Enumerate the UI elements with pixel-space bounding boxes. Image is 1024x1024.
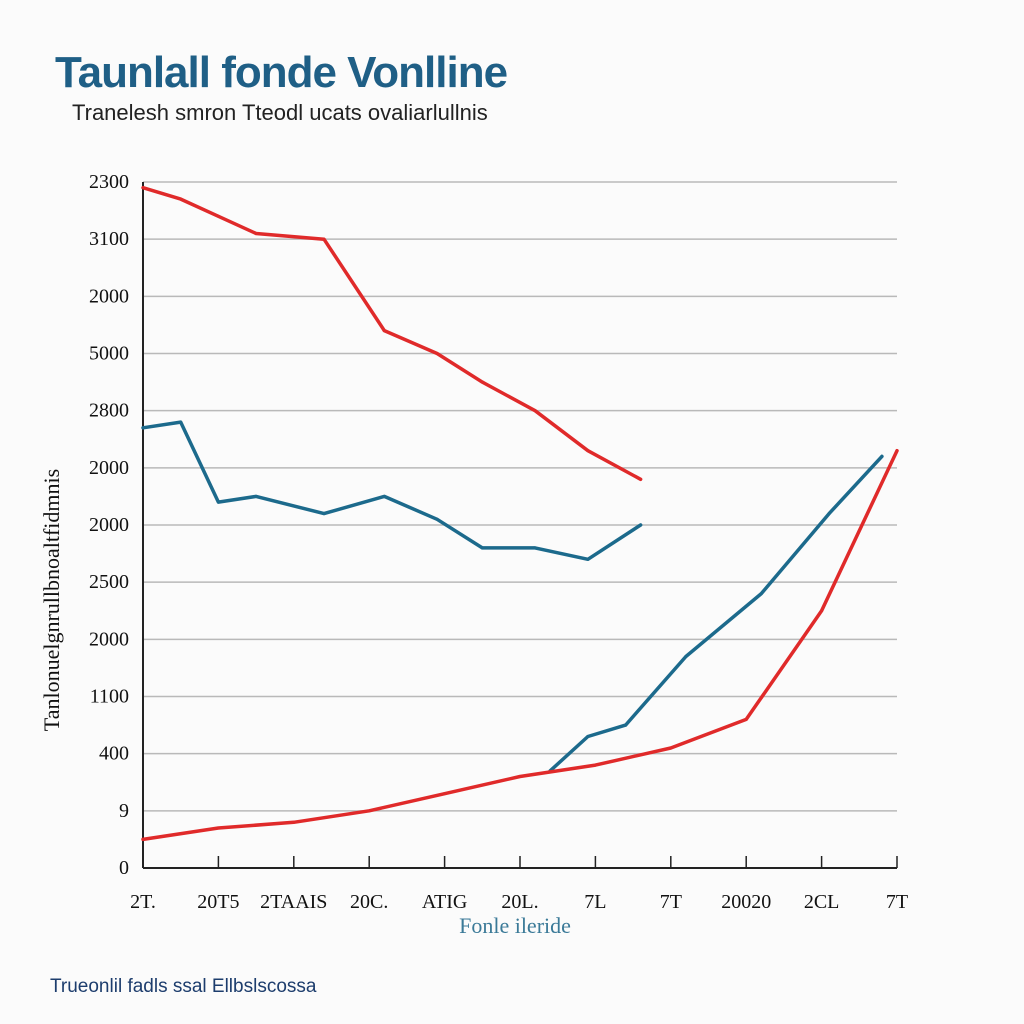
data-point xyxy=(142,186,145,189)
data-point xyxy=(519,775,522,778)
y-tick-label: 3100 xyxy=(89,228,129,250)
y-tick-label: 2000 xyxy=(89,628,129,650)
series-line-blue-lower- xyxy=(550,456,882,770)
x-tick-label: 2CL xyxy=(804,891,840,913)
data-point xyxy=(880,455,883,458)
y-tick-label: 0 xyxy=(119,857,129,879)
x-tick-label: 7T xyxy=(660,891,682,913)
data-point xyxy=(322,238,325,241)
data-point xyxy=(292,821,295,824)
x-tick-label: ATIG xyxy=(422,891,468,913)
data-point xyxy=(586,735,589,738)
data-point xyxy=(534,409,537,412)
data-point xyxy=(760,592,763,595)
data-point xyxy=(481,381,484,384)
x-tick-label: 7L xyxy=(584,891,606,913)
data-point xyxy=(255,495,258,498)
data-point xyxy=(255,232,258,235)
y-tick-label: 5000 xyxy=(89,343,129,365)
data-point xyxy=(443,792,446,795)
data-point xyxy=(142,426,145,429)
series-line-blue xyxy=(143,422,641,559)
data-point xyxy=(828,512,831,515)
x-tick-label: 7T xyxy=(886,891,908,913)
y-tick-label: 2300 xyxy=(89,171,129,193)
data-point xyxy=(217,826,220,829)
y-tick-label: 9 xyxy=(119,800,129,822)
data-point xyxy=(639,524,642,527)
data-point xyxy=(745,718,748,721)
series-line-red-lower- xyxy=(143,451,897,840)
data-point xyxy=(534,546,537,549)
x-tick-label: 2TAAIS xyxy=(260,891,327,913)
y-tick-label: 2000 xyxy=(89,285,129,307)
data-point xyxy=(322,512,325,515)
x-tick-label: 2T. xyxy=(130,891,156,913)
x-tick-label: 20T5 xyxy=(197,891,239,913)
data-point xyxy=(684,655,687,658)
data-point xyxy=(383,329,386,332)
y-tick-label: 2000 xyxy=(89,457,129,479)
data-point xyxy=(179,198,182,201)
data-point xyxy=(481,546,484,549)
data-point xyxy=(217,215,220,218)
y-tick-label: 2500 xyxy=(89,571,129,593)
y-tick-label: 2800 xyxy=(89,400,129,422)
data-point xyxy=(179,421,182,424)
y-tick-label: 1100 xyxy=(90,686,129,708)
data-point xyxy=(436,352,439,355)
data-point xyxy=(669,746,672,749)
data-point xyxy=(586,558,589,561)
data-point xyxy=(383,495,386,498)
data-point xyxy=(586,449,589,452)
x-tick-label: 20020 xyxy=(721,891,771,913)
data-point xyxy=(217,501,220,504)
line-chart: 0 9 400 1100 2000 2500 2000 2000 2800 5000 2000 310… xyxy=(0,0,1024,1024)
y-tick-label: 400 xyxy=(99,743,129,765)
data-point xyxy=(142,838,145,841)
y-tick-label: 2000 xyxy=(89,514,129,536)
data-point xyxy=(624,724,627,727)
data-point xyxy=(436,518,439,521)
data-point xyxy=(820,609,823,612)
series-line-red xyxy=(143,188,641,480)
x-tick-label: 20C. xyxy=(350,891,388,913)
x-tick-label: 20L. xyxy=(501,891,538,913)
data-point xyxy=(896,449,899,452)
data-point xyxy=(639,478,642,481)
data-point xyxy=(594,764,597,767)
data-point xyxy=(368,809,371,812)
